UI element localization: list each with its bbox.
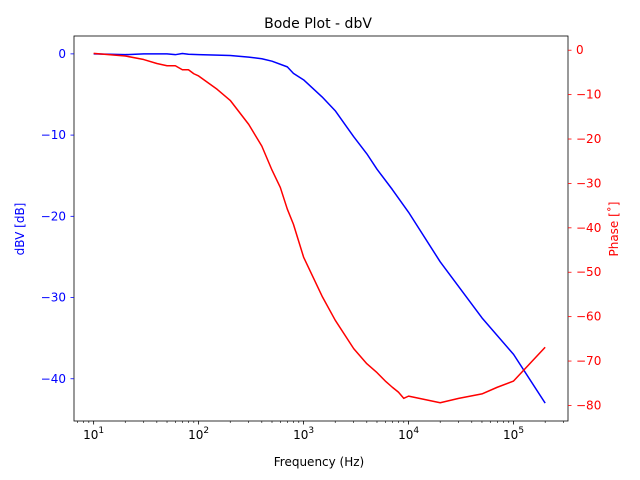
y-right-tick-label: −80 [576, 398, 601, 412]
y-right-tick-label: −30 [576, 176, 601, 190]
x-axis-label: Frequency (Hz) [274, 455, 365, 469]
y-axis-label-right: Phase [˚] [606, 201, 621, 256]
y-right-tick-label: −50 [576, 265, 601, 279]
y-right-tick-label: −20 [576, 132, 601, 146]
phase-line [93, 52, 546, 404]
y-right-tick-label: −60 [576, 310, 601, 324]
axes: 101 102 103 104 105 0 −10 −20 −30 −40 0 −10 −20 −30 −4… [41, 35, 601, 442]
plot-area [93, 52, 546, 404]
y-left-tick-label: −10 [41, 128, 66, 142]
magnitude-line [93, 52, 546, 404]
y-axis-label-left: dBV [dB] [13, 203, 27, 256]
plot-frame [73, 35, 569, 422]
y-left-tick-label: −30 [41, 291, 66, 305]
y-right-tick-label: −10 [576, 88, 601, 102]
x-tick-label: 102 [188, 426, 209, 442]
y-right-tick-label: −40 [576, 221, 601, 235]
y-right-tick-label: −70 [576, 354, 601, 368]
x-tick-label: 104 [398, 426, 419, 442]
x-tick-label: 103 [293, 426, 314, 442]
y-right-tick-label: 0 [576, 43, 584, 57]
x-tick-label: 101 [83, 426, 104, 442]
y-left-tick-label: 0 [58, 47, 66, 61]
y-left-tick-label: −20 [41, 209, 66, 223]
y-left-tick-label: −40 [41, 372, 66, 386]
x-tick-label: 105 [503, 426, 524, 442]
chart-title: Bode Plot - dbV [264, 16, 372, 32]
